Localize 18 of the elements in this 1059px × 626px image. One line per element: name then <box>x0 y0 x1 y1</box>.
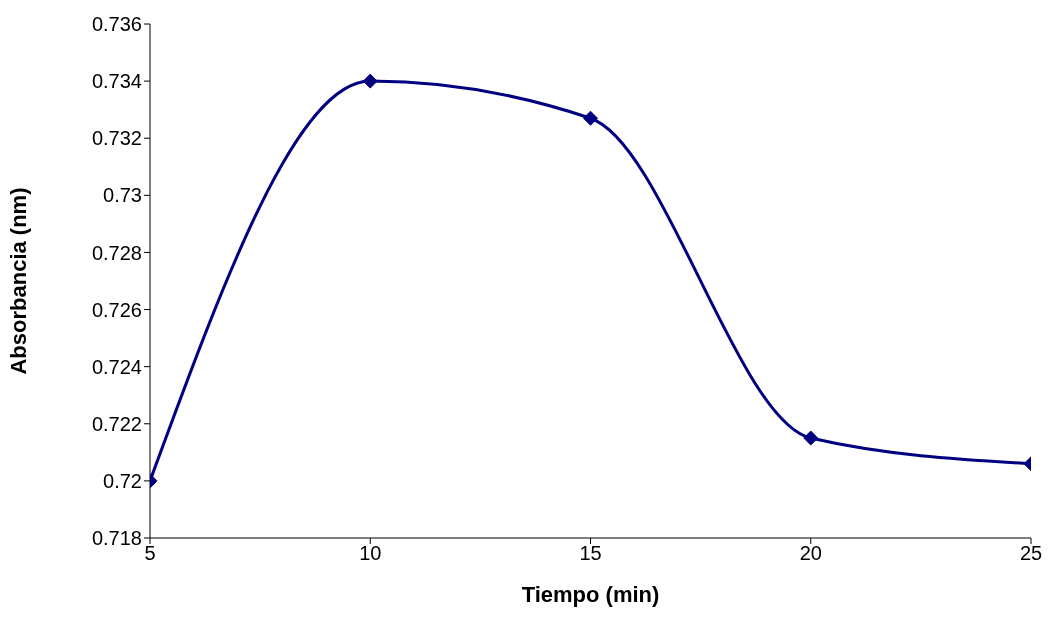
x-tick-label: 25 <box>1019 542 1043 565</box>
x-tick-label: 10 <box>359 542 382 565</box>
x-axis-title: Tiempo (min) <box>521 582 660 607</box>
y-tick-label: 0.73 <box>103 184 142 207</box>
y-tick-label: 0.724 <box>91 355 142 378</box>
y-tick-label: 0.726 <box>91 298 142 321</box>
y-tick-label: 0.722 <box>91 412 142 435</box>
y-tick-label: 0.728 <box>91 241 142 264</box>
y-tick-label: 0.736 <box>91 13 142 36</box>
y-tick-label: 0.734 <box>91 70 142 93</box>
x-tick-label: 20 <box>799 542 822 565</box>
y-axis-title: Absorbancia (nm) <box>5 187 31 375</box>
x-tick-label: 5 <box>144 542 156 565</box>
point <box>583 110 598 126</box>
y-tick-label: 0.72 <box>103 469 142 492</box>
y-tick-label: 0.718 <box>91 527 142 550</box>
y-tick-label: 0.732 <box>91 127 142 150</box>
x-tick-label: 15 <box>579 542 602 565</box>
